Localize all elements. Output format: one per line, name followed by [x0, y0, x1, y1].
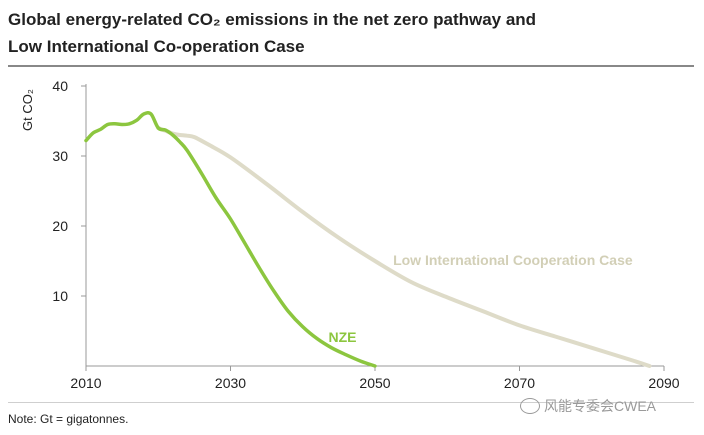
y-tick-label: 30 — [52, 148, 68, 164]
y-axis-label: Gt CO₂ — [20, 89, 35, 131]
chart-title: Global energy-related CO₂ emissions in t… — [8, 6, 688, 60]
chart-title-line-2: Low International Co-operation Case — [8, 37, 305, 56]
x-tick-label: 2050 — [359, 375, 390, 391]
x-tick-label: 2070 — [504, 375, 535, 391]
series-line-nze — [84, 110, 377, 368]
wechat-icon — [520, 398, 540, 414]
x-tick-label: 2030 — [215, 375, 246, 391]
watermark-text: 风能专委会CWEA — [544, 398, 656, 414]
y-tick-label: 10 — [52, 288, 68, 304]
footnote: Note: Gt = gigatonnes. — [8, 412, 129, 426]
footer-divider — [8, 402, 694, 403]
watermark: 风能专委会CWEA — [520, 396, 656, 416]
series-line-low-international-cooperation — [156, 126, 652, 368]
y-tick-label: 40 — [52, 78, 68, 94]
x-tick-label: 2010 — [70, 375, 101, 391]
chart-title-line-1: Global energy-related CO₂ emissions in t… — [8, 10, 537, 29]
x-tick-label: 2090 — [648, 375, 679, 391]
title-divider — [8, 65, 694, 67]
y-tick-label: 20 — [52, 218, 68, 234]
series-label-nze: NZE — [328, 329, 356, 345]
series-label-low-international-cooperation: Low International Cooperation Case — [393, 252, 633, 268]
